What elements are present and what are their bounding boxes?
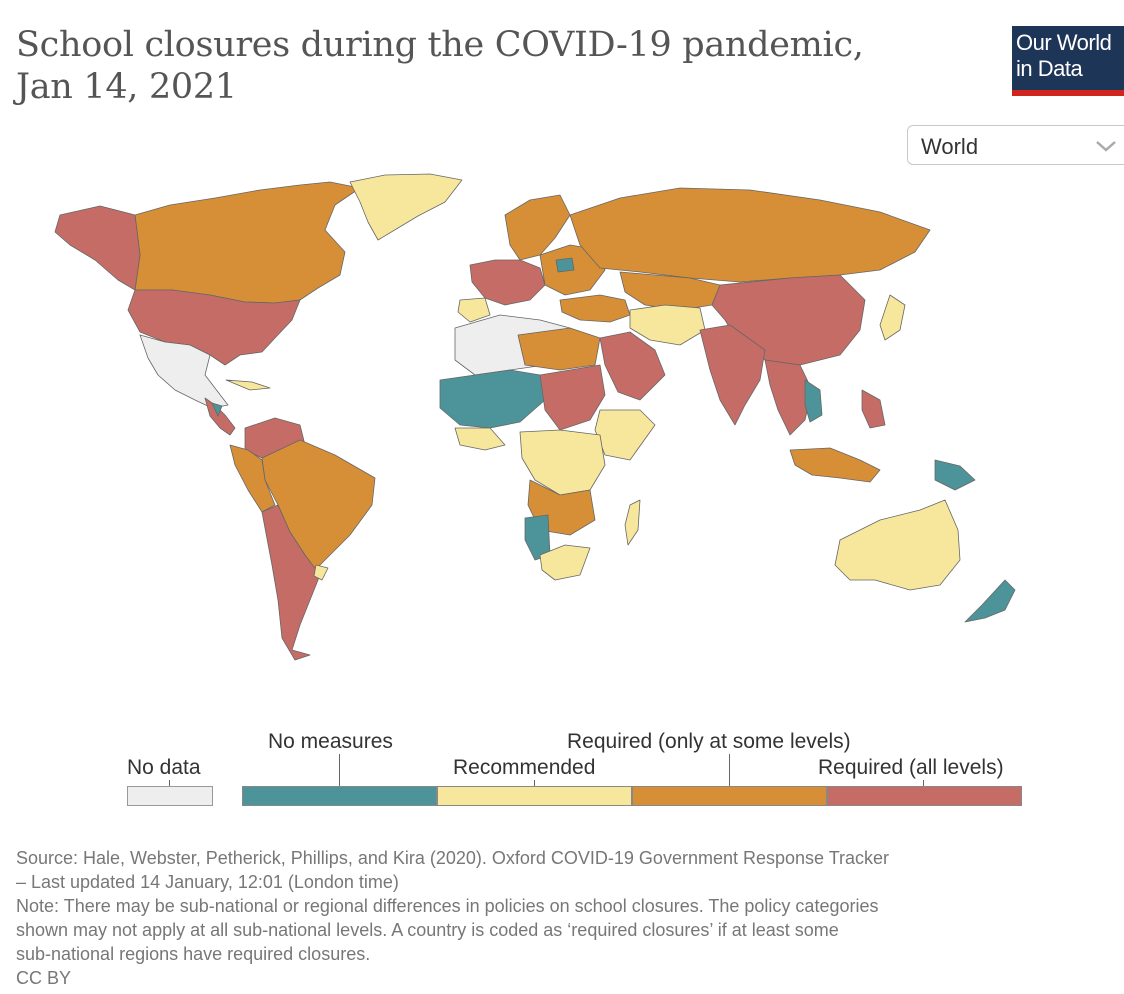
- country-indonesia-malaysia[interactable]: [789, 447, 881, 483]
- country-egypt-libya[interactable]: [517, 327, 601, 371]
- country-japan[interactable]: [879, 294, 906, 341]
- region-dropdown[interactable]: World: [907, 125, 1124, 165]
- logo-line-1: Our World: [1016, 30, 1112, 55]
- country-saudi-arabia[interactable]: [599, 331, 666, 401]
- legend-label-recommended: Recommended: [453, 756, 596, 779]
- country-cuba[interactable]: [225, 379, 271, 391]
- legend-tick-required-all: [923, 780, 924, 786]
- owid-logo[interactable]: Our World in Data: [1012, 26, 1124, 96]
- chevron-down-icon: [1096, 141, 1116, 152]
- country-west-africa-coast[interactable]: [454, 427, 506, 451]
- footer-note-3: sub-national regions have required closu…: [16, 944, 371, 964]
- legend-tick-recommended: [534, 780, 535, 786]
- country-hungary-area[interactable]: [555, 257, 575, 273]
- country-madagascar[interactable]: [624, 499, 641, 546]
- world-map[interactable]: [0, 160, 1124, 680]
- logo-accent-bar: [1012, 90, 1124, 96]
- legend-swatch-required-all[interactable]: [827, 786, 1022, 806]
- legend-tick-no-measures: [339, 754, 340, 786]
- legend-label-no-measures: No measures: [268, 730, 393, 753]
- legend-tick-required-some: [729, 754, 730, 786]
- map-legend: No data No measures Recommended Required…: [0, 720, 1124, 820]
- logo-line-2: in Data: [1016, 56, 1083, 81]
- country-australia[interactable]: [834, 499, 961, 591]
- legend-swatch-required-some[interactable]: [632, 786, 827, 806]
- country-south-africa[interactable]: [539, 544, 591, 581]
- country-iberia[interactable]: [457, 297, 491, 323]
- footer-license[interactable]: CC BY: [16, 968, 72, 988]
- logo-text: Our World in Data: [1016, 30, 1124, 82]
- country-southeast-asia[interactable]: [764, 359, 813, 436]
- country-iran-pakistan[interactable]: [629, 304, 706, 346]
- country-sudan-chad[interactable]: [539, 364, 606, 431]
- footer-note-2: shown may not apply at all sub-national …: [16, 920, 839, 940]
- country-uruguay[interactable]: [313, 564, 329, 581]
- country-vietnam-cambodia[interactable]: [804, 379, 823, 423]
- legend-label-required-all: Required (all levels): [818, 756, 1004, 779]
- legend-label-required-some: Required (only at some levels): [567, 730, 851, 753]
- legend-label-no-data: No data: [127, 756, 201, 779]
- country-india[interactable]: [699, 324, 766, 426]
- country-guatemala-area[interactable]: [211, 402, 223, 417]
- legend-swatch-recommended[interactable]: [437, 786, 632, 806]
- country-papua-new-guinea[interactable]: [934, 459, 976, 491]
- footer-note-1: Note: There may be sub-national or regio…: [16, 896, 879, 916]
- country-horn-of-africa[interactable]: [594, 409, 656, 461]
- country-turkey-middle-east[interactable]: [559, 294, 631, 323]
- country-russia[interactable]: [569, 187, 931, 283]
- chart-title: School closures during the COVID-19 pand…: [16, 25, 864, 107]
- country-peru-ecuador[interactable]: [229, 444, 276, 513]
- country-sahel[interactable]: [439, 369, 546, 429]
- country-new-zealand[interactable]: [964, 579, 1016, 623]
- footer-notes: Source: Hale, Webster, Petherick, Philli…: [16, 846, 1106, 990]
- footer-updated: – Last updated 14 January, 12:01 (London…: [16, 872, 399, 892]
- region-dropdown-value: World: [921, 134, 979, 159]
- country-greenland[interactable]: [349, 173, 463, 241]
- country-bolivia-chile-argentina[interactable]: [261, 504, 321, 661]
- legend-tick-no-data: [169, 780, 170, 786]
- country-canada[interactable]: [134, 181, 361, 304]
- country-united-states[interactable]: [127, 289, 301, 366]
- legend-swatch-no-data[interactable]: [127, 786, 213, 806]
- footer-source[interactable]: Source: Hale, Webster, Petherick, Philli…: [16, 848, 890, 868]
- country-mexico[interactable]: [139, 334, 229, 409]
- country-alaska-us[interactable]: [54, 205, 141, 291]
- country-western-europe[interactable]: [469, 259, 546, 306]
- country-philippines[interactable]: [861, 389, 886, 429]
- legend-swatch-no-measures[interactable]: [242, 786, 437, 806]
- country-scandinavia[interactable]: [504, 194, 571, 261]
